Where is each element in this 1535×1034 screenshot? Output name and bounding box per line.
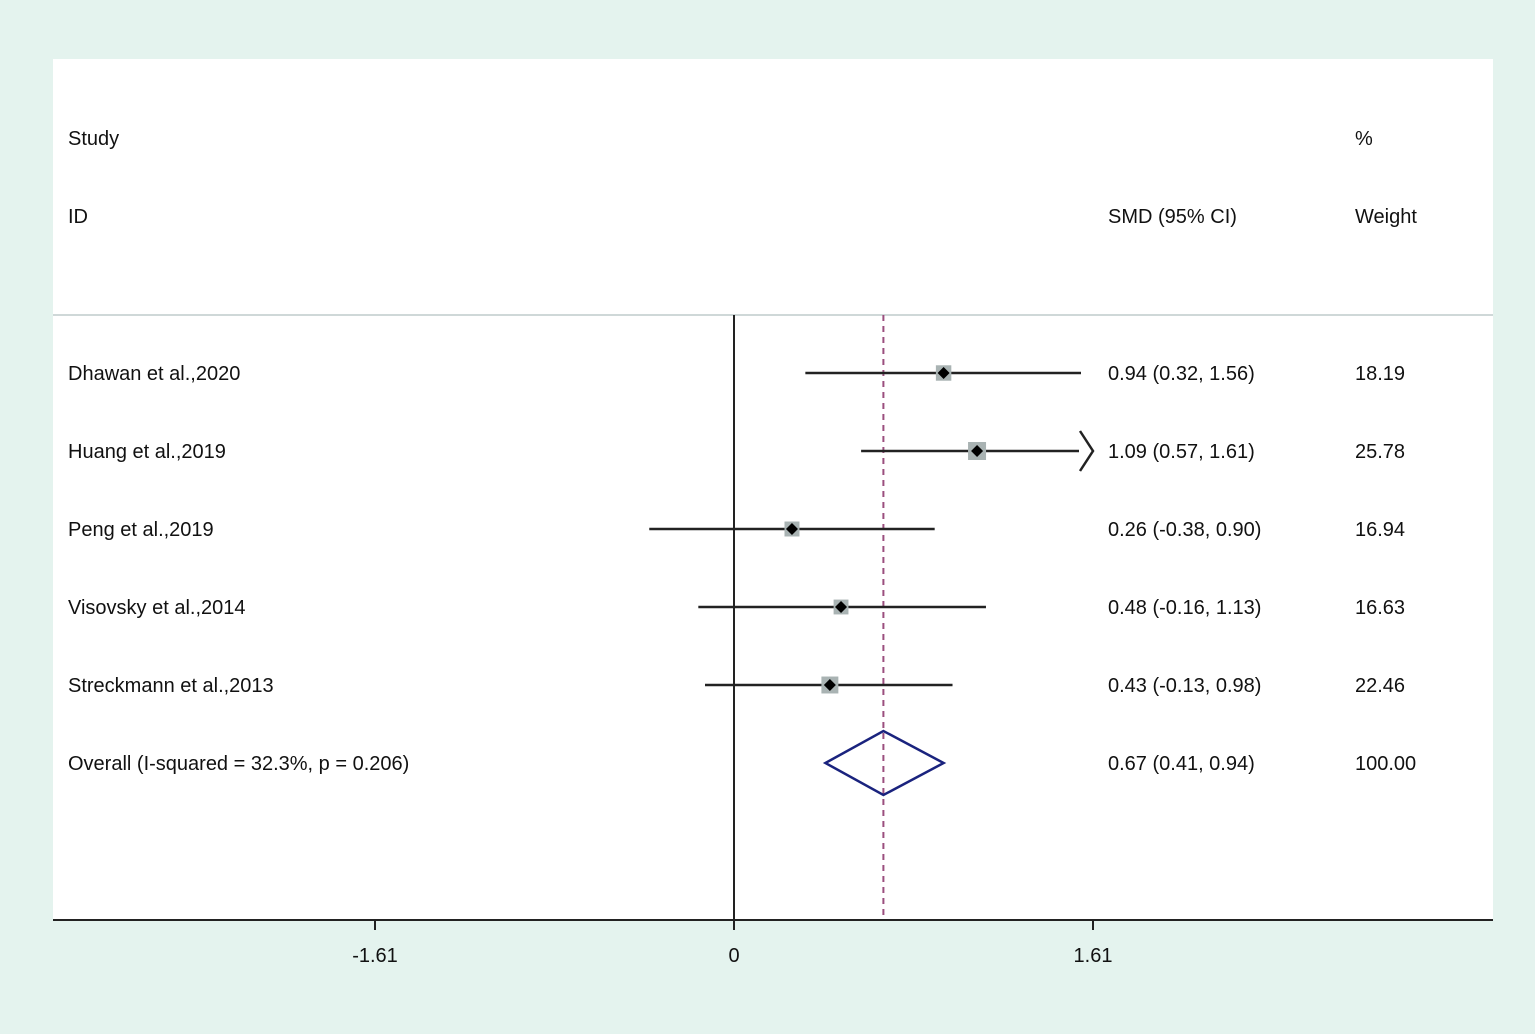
study-row: Streckmann et al.,2013 0.43 (-0.13, 0.98)…: [68, 675, 1405, 697]
x-tick-label: 0: [728, 945, 739, 967]
study-weight: 16.63: [1355, 597, 1405, 619]
header-id: ID: [68, 206, 88, 228]
point-estimate: [785, 523, 798, 535]
study-ci-text: 1.09 (0.57, 1.61): [1108, 441, 1255, 463]
header-effect: SMD (95% CI): [1108, 206, 1237, 228]
study-name: Huang et al.,2019: [68, 441, 226, 463]
reference-lines: [733, 315, 885, 920]
x-tick-label: -1.61: [352, 945, 398, 967]
point-estimate: [937, 367, 950, 379]
overall-row: Overall (I-squared = 32.3%, p = 0.206) 0.…: [68, 729, 1416, 797]
study-name: Streckmann et al.,2013: [68, 675, 274, 697]
study-row: Huang et al.,2019 1.09 (0.57, 1.61) 25.78: [68, 430, 1405, 472]
study-weight: 22.46: [1355, 675, 1405, 697]
study-ci-text: 0.48 (-0.16, 1.13): [1108, 597, 1261, 619]
overall-label: Overall (I-squared = 32.3%, p = 0.206): [68, 753, 409, 775]
study-name: Visovsky et al.,2014: [68, 597, 246, 619]
study-row: Dhawan et al.,2020 0.94 (0.32, 1.56) 18.19: [68, 363, 1405, 385]
point-estimate: [971, 445, 984, 457]
point-estimate: [823, 679, 836, 691]
point-estimate: [835, 601, 848, 613]
study-ci-text: 0.43 (-0.13, 0.98): [1108, 675, 1261, 697]
study-ci-text: 0.94 (0.32, 1.56): [1108, 363, 1255, 385]
study-weight: 25.78: [1355, 441, 1405, 463]
header-weight: Weight: [1355, 206, 1417, 228]
overall-weight: 100.00: [1355, 753, 1416, 775]
header-study: Study: [68, 128, 119, 150]
study-weight: 16.94: [1355, 519, 1405, 541]
study-row: Visovsky et al.,2014 0.48 (-0.16, 1.13) 16…: [68, 597, 1405, 619]
study-weight: 18.19: [1355, 363, 1405, 385]
overall-ci-text: 0.67 (0.41, 0.94): [1108, 753, 1255, 775]
header-percent: %: [1355, 128, 1373, 150]
pooled-diamond: [822, 729, 947, 797]
study-name: Peng et al.,2019: [68, 519, 214, 541]
study-name: Dhawan et al.,2020: [68, 363, 240, 385]
study-ci-text: 0.26 (-0.38, 0.90): [1108, 519, 1261, 541]
study-row: Peng et al.,2019 0.26 (-0.38, 0.90) 16.94: [68, 519, 1405, 541]
ci-arrow: [1078, 430, 1095, 472]
study-rows: Dhawan et al.,2020 0.94 (0.32, 1.56) 18.19…: [68, 363, 1405, 697]
x-tick-label: 1.61: [1074, 945, 1113, 967]
plot-panel: [53, 59, 1493, 921]
x-axis: -1.61 0 1.61: [53, 919, 1493, 967]
